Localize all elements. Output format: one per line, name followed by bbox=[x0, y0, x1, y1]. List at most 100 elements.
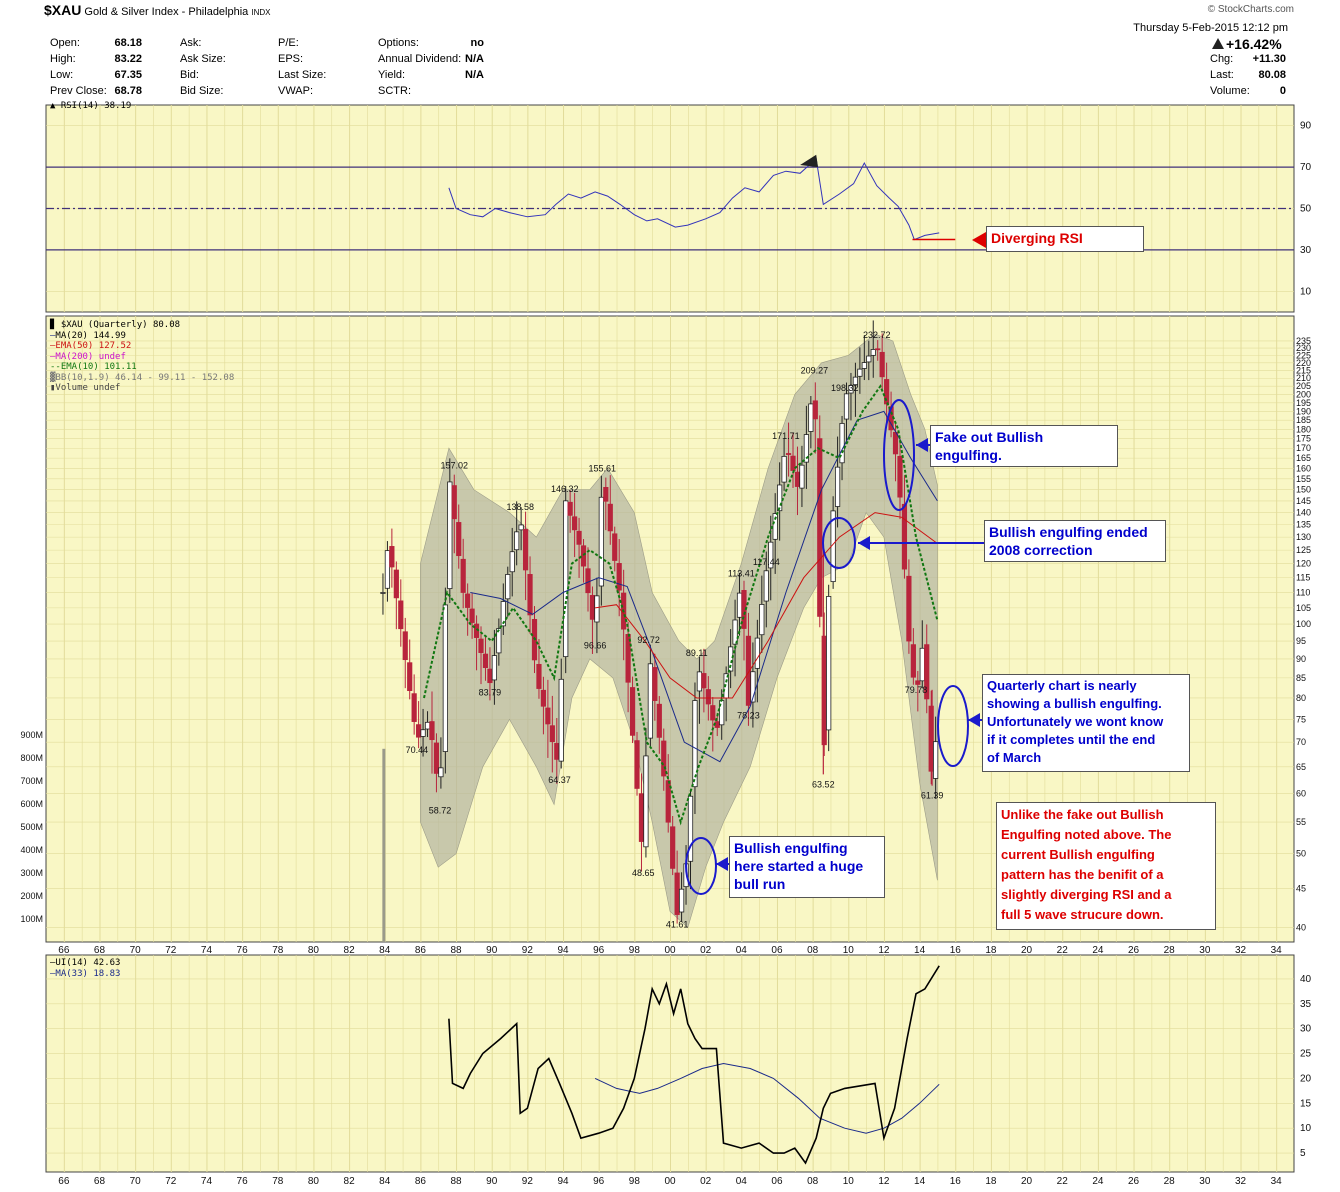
candle bbox=[928, 690, 934, 785]
price-label: 78.23 bbox=[737, 710, 760, 720]
candle-body bbox=[380, 592, 386, 594]
price-tick-label: 90 bbox=[1296, 654, 1306, 664]
candle-body bbox=[518, 524, 524, 531]
legend-volume-text: Volume undef bbox=[55, 383, 121, 393]
candle bbox=[817, 415, 823, 628]
candle-body bbox=[522, 529, 529, 571]
candle-body bbox=[705, 689, 711, 705]
candle bbox=[759, 575, 765, 653]
candle-body bbox=[866, 355, 872, 363]
x-tick-label: 68 bbox=[94, 945, 106, 956]
x-tick-label: 08 bbox=[807, 945, 819, 956]
candle bbox=[549, 695, 555, 773]
candle-body bbox=[612, 533, 618, 561]
x-tick-label: 04 bbox=[736, 1176, 748, 1187]
candle-legend-icon: ▊ bbox=[50, 320, 56, 330]
volume-tick-label: 600M bbox=[20, 799, 43, 809]
price-tick-label: 45 bbox=[1296, 884, 1306, 894]
candle-body bbox=[638, 793, 645, 842]
x-tick-label: 18 bbox=[985, 945, 997, 956]
candle-body bbox=[665, 780, 671, 823]
candle bbox=[429, 691, 435, 774]
line-legend-icon: — bbox=[50, 330, 56, 341]
price-tick-label: 115 bbox=[1296, 573, 1310, 583]
candle bbox=[607, 475, 613, 545]
ui-line bbox=[448, 965, 940, 1165]
candle bbox=[398, 579, 404, 647]
candle-body bbox=[861, 362, 867, 369]
x-tick-label: 96 bbox=[593, 1176, 605, 1187]
quarterly-note: Quarterly chart is nearly showing a bull… bbox=[982, 674, 1190, 772]
candle bbox=[879, 333, 885, 391]
candle-body bbox=[416, 724, 422, 738]
candle bbox=[652, 653, 658, 721]
low-label: Low: bbox=[50, 69, 74, 81]
candle-body bbox=[478, 638, 484, 653]
last-value: 80.08 bbox=[1258, 69, 1286, 81]
volume-value: 0 bbox=[1279, 85, 1286, 97]
note-line: Bullish engulfing ended bbox=[989, 524, 1148, 540]
yield-label: Yield: bbox=[378, 69, 406, 81]
note-line: Bullish engulfing bbox=[734, 840, 848, 856]
rsi-legend: ▲ RSI(14) 38.19 bbox=[50, 101, 131, 112]
candle-body bbox=[848, 385, 854, 394]
datetime: Thursday 5-Feb-2015 12:12 pm bbox=[1133, 22, 1288, 34]
candle-body bbox=[661, 740, 667, 777]
candle bbox=[906, 559, 912, 654]
candle bbox=[812, 382, 818, 454]
last-label: Last: bbox=[1210, 69, 1234, 81]
candle-body bbox=[652, 667, 658, 701]
candle-body bbox=[442, 604, 448, 752]
ui-tick-label: 35 bbox=[1300, 999, 1312, 1010]
price-tick-label: 180 bbox=[1296, 424, 1311, 434]
candle-body bbox=[763, 570, 769, 602]
x-tick-label: 94 bbox=[557, 945, 569, 956]
x-tick-label: 82 bbox=[344, 1176, 356, 1187]
candle bbox=[875, 340, 881, 361]
open-label: Open: bbox=[50, 37, 80, 49]
candle bbox=[576, 517, 582, 578]
legend-ui-text: UI(14) 42.63 bbox=[55, 958, 121, 968]
source-credit[interactable]: © StockCharts.com bbox=[1207, 4, 1294, 15]
price-tick-label: 205 bbox=[1296, 381, 1311, 391]
note-line: current Bullish engulfing bbox=[1001, 847, 1155, 862]
candle-body bbox=[843, 393, 850, 420]
candle bbox=[750, 642, 756, 728]
bull-run-note: Bullish engulfing here started a huge bu… bbox=[729, 836, 885, 898]
price-tick-label: 215 bbox=[1296, 365, 1311, 375]
x-tick-label: 76 bbox=[237, 1176, 249, 1187]
candle-body bbox=[696, 671, 703, 692]
candle-body bbox=[603, 487, 609, 502]
x-tick-label: 06 bbox=[771, 945, 783, 956]
candle-body bbox=[438, 767, 444, 778]
candle-body bbox=[879, 351, 885, 378]
x-tick-label: 32 bbox=[1235, 945, 1247, 956]
volume-tick-label: 700M bbox=[20, 776, 43, 786]
x-tick-label: 72 bbox=[165, 945, 177, 956]
price-tick-label: 135 bbox=[1296, 520, 1311, 530]
price-label: 64.37 bbox=[548, 775, 571, 785]
price-label: 63.52 bbox=[812, 779, 835, 789]
ema50-line bbox=[595, 512, 938, 699]
x-tick-label: 70 bbox=[130, 945, 142, 956]
candle-body bbox=[567, 501, 573, 516]
x-tick-label: 12 bbox=[878, 945, 890, 956]
candle bbox=[616, 539, 622, 617]
candle-body bbox=[794, 471, 801, 487]
candle-body bbox=[647, 663, 653, 739]
legend-bb: ▓BB(10,1.9) 46.14 - 99.11 - 152.08 bbox=[50, 373, 234, 384]
price-label: 61.39 bbox=[921, 791, 944, 801]
ui-tick-label: 15 bbox=[1300, 1098, 1312, 1109]
legend-volume: ▮Volume undef bbox=[50, 383, 234, 394]
rsi-tick-label: 70 bbox=[1300, 162, 1312, 173]
candle-body bbox=[674, 872, 680, 915]
candle bbox=[701, 648, 707, 713]
note-line: full 5 wave strucure down. bbox=[1001, 907, 1164, 922]
candle-body bbox=[549, 725, 555, 743]
rsi-tick-label: 30 bbox=[1300, 245, 1312, 256]
legend-price-text: $XAU (Quarterly) 80.08 bbox=[60, 320, 181, 330]
up-triangle-icon bbox=[1212, 38, 1224, 49]
bid-label: Bid: bbox=[180, 69, 199, 81]
price-tick-label: 200 bbox=[1296, 389, 1311, 399]
price-label: 70.44 bbox=[406, 745, 429, 755]
